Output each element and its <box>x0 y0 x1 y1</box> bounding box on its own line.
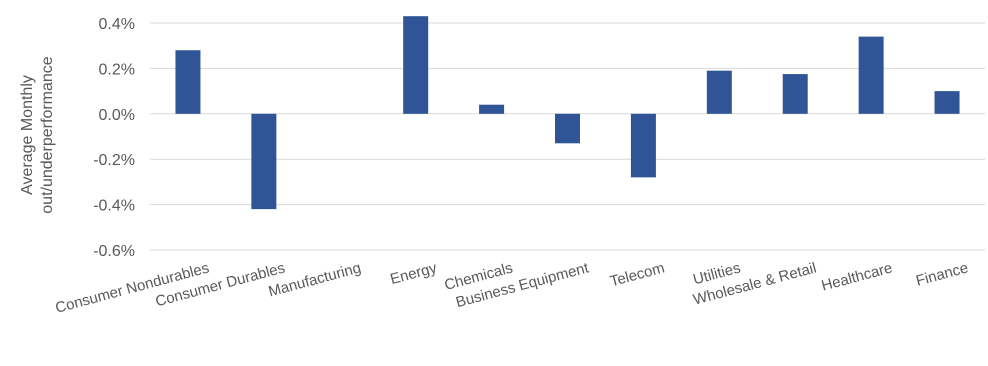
y-tick-label: -0.2% <box>93 152 135 169</box>
y-tick-label: -0.6% <box>93 243 135 260</box>
y-axis-ticks: 0.4% 0.2% 0.0% -0.2% -0.4% -0.6% <box>93 16 135 260</box>
bar <box>934 91 960 114</box>
y-axis-title-line-2: out/underperformance <box>39 56 56 214</box>
x-category-label: Healthcare <box>820 259 894 294</box>
y-tick-label: 0.2% <box>99 61 135 78</box>
bar <box>782 74 808 114</box>
bar <box>479 104 505 114</box>
y-tick-label: -0.4% <box>93 198 135 215</box>
x-category-label: Telecom <box>608 259 666 290</box>
x-category-label: Energy <box>388 259 439 288</box>
x-category-label: Finance <box>914 259 970 289</box>
y-tick-label: 0.0% <box>99 107 135 124</box>
bar <box>630 113 656 178</box>
bars <box>175 16 960 210</box>
bar <box>175 50 201 114</box>
bar <box>706 70 732 114</box>
bar <box>555 113 580 144</box>
bar <box>403 16 429 114</box>
bar <box>251 113 277 210</box>
bar <box>858 36 884 114</box>
y-axis-title-line-1: Average Monthly <box>19 75 36 195</box>
y-axis-title: Average Monthly out/underperformance <box>19 56 56 214</box>
y-tick-label: 0.4% <box>99 16 135 33</box>
